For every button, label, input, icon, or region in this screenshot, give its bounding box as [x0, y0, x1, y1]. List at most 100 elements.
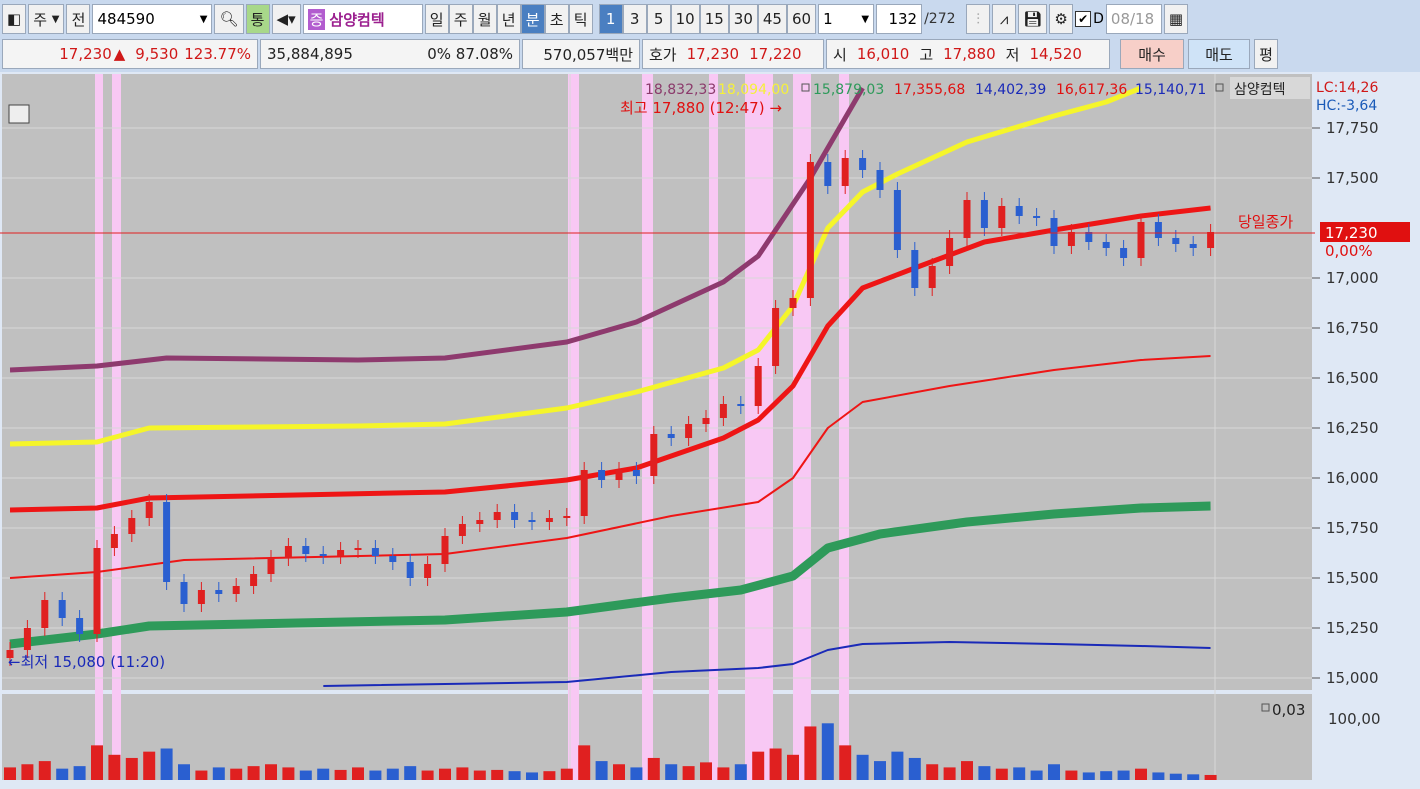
volume-bar: [508, 771, 521, 780]
moving-average-line: [10, 356, 1211, 578]
sell-button[interactable]: 매도: [1188, 39, 1250, 69]
volume-bar: [212, 767, 225, 780]
volume-bar: [1152, 772, 1165, 780]
open-price: 16,010: [856, 45, 910, 63]
date-input[interactable]: 08/18: [1105, 4, 1162, 34]
candle-body: [1050, 218, 1058, 246]
volume-bar: [369, 770, 382, 780]
candle-body: [1172, 238, 1180, 244]
candle-body: [215, 590, 223, 594]
candle-tool-icon[interactable]: ⫶: [966, 4, 991, 34]
multiplier-select[interactable]: 1 ▼: [818, 4, 875, 34]
candle-body: [163, 502, 171, 582]
avg-button[interactable]: 평: [1254, 39, 1278, 69]
candle-body: [41, 600, 49, 628]
minute-60[interactable]: 60: [786, 4, 817, 34]
minute-3[interactable]: 3: [622, 4, 647, 34]
minute-10[interactable]: 10: [670, 4, 700, 34]
volume-bar: [787, 754, 799, 780]
tab-day[interactable]: 일: [424, 4, 449, 34]
candle-body: [1154, 222, 1162, 238]
high-price: 17,880: [943, 45, 996, 63]
y-tick-label: 17,500: [1326, 169, 1379, 187]
minute-30[interactable]: 30: [728, 4, 758, 34]
minute-15[interactable]: 15: [699, 4, 729, 34]
legend-box-icon: [1215, 83, 1224, 92]
volume-axis-label: 100,00: [1328, 710, 1381, 728]
candle-body: [789, 298, 797, 308]
volume-bar: [247, 766, 260, 780]
moving-average-line: [323, 642, 1210, 686]
buy-button[interactable]: 매수: [1120, 39, 1184, 69]
moving-average-line: [10, 88, 863, 370]
tab-second[interactable]: 초: [544, 4, 569, 34]
code-input[interactable]: 484590 ▼: [92, 4, 213, 34]
volume-bar: [38, 761, 51, 780]
tab-tick[interactable]: 틱: [568, 4, 593, 34]
minute-45[interactable]: 45: [757, 4, 787, 34]
candle-body: [180, 582, 188, 604]
highlight-band: [709, 74, 718, 780]
minute-5[interactable]: 5: [646, 4, 671, 34]
highlight-band: [793, 74, 811, 780]
moving-average-line: [10, 208, 1211, 510]
d-checkbox[interactable]: ✔ D: [1075, 11, 1104, 27]
volume-bar: [1013, 767, 1026, 780]
volume-bar: [769, 748, 782, 780]
speaker-icon[interactable]: ◀︎▾: [271, 4, 301, 34]
type-button[interactable]: 통: [245, 4, 270, 34]
tab-week[interactable]: 주: [448, 4, 473, 34]
calendar-icon[interactable]: ▦: [1163, 4, 1189, 34]
legend-value-4: 17,355,68: [894, 82, 965, 98]
volume-bar: [456, 767, 469, 780]
minute-1[interactable]: 1: [598, 4, 623, 34]
candle-body: [859, 158, 867, 170]
market-select[interactable]: 주 ▼: [28, 4, 65, 34]
volume-bar: [439, 768, 451, 780]
price-box-value: 17,230: [1325, 224, 1378, 242]
legend: 18,832,33 18,094,00 15,879,03 17,355,68 …: [645, 77, 1378, 114]
volume-bar: [961, 761, 973, 780]
market-label: 주: [33, 10, 47, 29]
volume-bar: [404, 766, 417, 780]
tab-month[interactable]: 월: [472, 4, 497, 34]
tab-year[interactable]: 년: [496, 4, 521, 34]
save-icon[interactable]: 💾︎: [1018, 4, 1048, 34]
prev-button[interactable]: 전: [66, 4, 91, 34]
volume-bar: [195, 770, 208, 780]
candle-body: [667, 434, 675, 438]
candle-body: [1085, 232, 1093, 242]
layout-icon[interactable]: ◧: [2, 4, 27, 34]
volume-bar: [473, 770, 486, 780]
price-chart[interactable]: 17,750 17,500 17,000 16,750 16,500 16,250 16,0…: [0, 72, 1420, 789]
stock-name-field[interactable]: 증 삼양컴텍: [302, 4, 423, 34]
candle-body: [893, 190, 901, 250]
volume-bar: [595, 761, 608, 780]
volume-bar: [1135, 768, 1147, 780]
candle-body: [754, 366, 762, 406]
volume-bar: [943, 767, 956, 780]
code-value: 484590: [97, 10, 155, 28]
candle-body: [284, 546, 292, 558]
add-indicator-icon[interactable]: ⩘: [992, 4, 1017, 34]
tab-minute[interactable]: 분: [520, 4, 545, 34]
volume-bar: [839, 745, 852, 780]
volume-bar: [821, 723, 834, 780]
ask-price: 17,230: [686, 45, 740, 63]
search-icon[interactable]: 🔍︎: [214, 4, 244, 34]
volume-bar: [4, 767, 16, 780]
candle-body: [58, 600, 66, 618]
candle-body: [737, 404, 745, 406]
gear-icon[interactable]: ⚙: [1049, 4, 1074, 34]
price-info: 17,230 ▲ 9,530 123.77%: [2, 39, 258, 69]
count-input[interactable]: 132: [876, 4, 923, 34]
candle-body: [6, 650, 14, 658]
volume-bar: [1169, 773, 1182, 780]
grid-toggle-icon[interactable]: [8, 104, 30, 124]
candle-body: [1067, 232, 1075, 246]
y-tick-label: 15,750: [1326, 519, 1379, 537]
volume-bar: [56, 768, 69, 780]
chevron-down-icon[interactable]: ▼: [199, 13, 208, 25]
candle-body: [493, 512, 501, 520]
y-tick-label: 17,750: [1326, 119, 1379, 137]
